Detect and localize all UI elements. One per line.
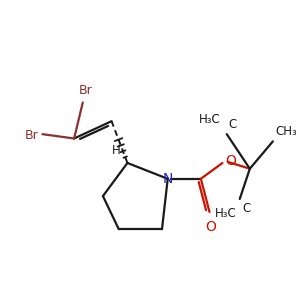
Text: O: O bbox=[225, 154, 236, 168]
Text: CH₃: CH₃ bbox=[276, 125, 298, 138]
Text: N: N bbox=[163, 172, 173, 186]
Text: Br: Br bbox=[25, 129, 39, 142]
Text: H₃C: H₃C bbox=[199, 113, 220, 126]
Text: C: C bbox=[243, 202, 251, 215]
Text: O: O bbox=[206, 220, 216, 234]
Text: C: C bbox=[228, 118, 236, 131]
Text: H₃C: H₃C bbox=[215, 207, 237, 220]
Text: H: H bbox=[112, 144, 121, 158]
Text: Br: Br bbox=[79, 84, 92, 97]
